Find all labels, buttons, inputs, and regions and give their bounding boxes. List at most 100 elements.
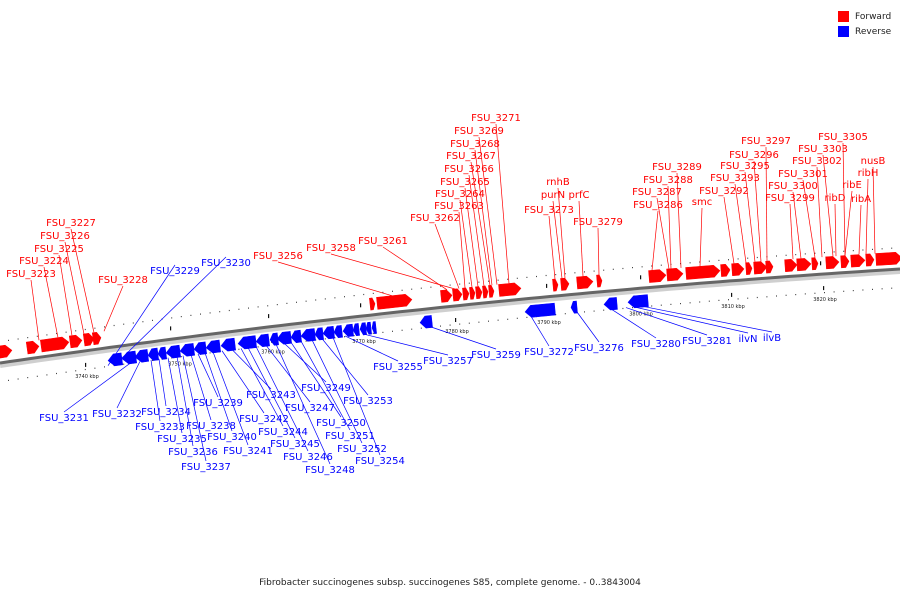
gene-label[interactable]: prfC	[569, 190, 590, 201]
gene-label[interactable]: FSU_3297	[741, 136, 791, 147]
forward-gene-arrow[interactable]	[875, 252, 900, 266]
gene-label[interactable]: FSU_3246	[283, 452, 333, 463]
forward-gene-arrow[interactable]	[666, 267, 684, 282]
reverse-gene-arrow[interactable]	[255, 333, 270, 348]
forward-gene-arrow[interactable]	[865, 253, 875, 267]
gene-label[interactable]: ribH	[858, 168, 879, 179]
gene-label[interactable]: FSU_3239	[193, 398, 243, 409]
gene-label[interactable]: FSU_3243	[246, 390, 296, 401]
reverse-gene-arrow[interactable]	[322, 326, 335, 340]
reverse-gene-arrow[interactable]	[300, 328, 316, 342]
forward-gene-arrow[interactable]	[40, 336, 70, 353]
reverse-gene-arrow[interactable]	[314, 327, 324, 341]
gene-label[interactable]: FSU_3271	[471, 113, 521, 124]
forward-gene-arrow[interactable]	[685, 264, 721, 280]
forward-gene-arrow[interactable]	[482, 285, 489, 299]
reverse-gene-arrow[interactable]	[419, 315, 433, 329]
forward-gene-arrow[interactable]	[25, 340, 40, 355]
reverse-gene-arrow[interactable]	[107, 352, 124, 367]
gene-label[interactable]: FSU_3259	[471, 350, 521, 361]
forward-gene-arrow[interactable]	[825, 256, 840, 270]
gene-label[interactable]: FSU_3232	[92, 409, 142, 420]
forward-gene-arrow[interactable]	[475, 286, 483, 300]
gene-label[interactable]: ribE	[842, 180, 862, 191]
forward-gene-arrow[interactable]	[765, 260, 774, 274]
gene-label[interactable]: FSU_3241	[223, 446, 273, 457]
gene-label[interactable]: FSU_3231	[39, 413, 89, 424]
gene-label[interactable]: FSU_3265	[440, 177, 490, 188]
reverse-gene-arrow[interactable]	[365, 321, 372, 335]
gene-label[interactable]: ribD	[825, 193, 846, 204]
gene-label[interactable]: FSU_3268	[450, 139, 500, 150]
gene-label[interactable]: FSU_3244	[258, 427, 308, 438]
gene-label[interactable]: FSU_3225	[34, 244, 84, 255]
reverse-gene-arrow[interactable]	[220, 337, 236, 352]
reverse-gene-arrow[interactable]	[333, 325, 343, 339]
gene-label[interactable]: FSU_3305	[818, 132, 868, 143]
gene-label[interactable]: FSU_3273	[524, 205, 574, 216]
gene-label[interactable]: FSU_3269	[454, 126, 504, 137]
forward-gene-arrow[interactable]	[369, 297, 376, 311]
reverse-gene-arrow[interactable]	[157, 346, 168, 360]
reverse-gene-arrow[interactable]	[524, 302, 556, 318]
forward-gene-arrow[interactable]	[731, 263, 745, 277]
forward-gene-arrow[interactable]	[850, 254, 866, 268]
gene-label[interactable]: FSU_3223	[6, 269, 56, 280]
gene-label[interactable]: FSU_3292	[699, 186, 749, 197]
gene-label[interactable]: FSU_3237	[181, 462, 231, 473]
gene-label[interactable]: FSU_3245	[270, 439, 320, 450]
gene-label[interactable]: FSU_3289	[652, 162, 702, 173]
forward-gene-arrow[interactable]	[596, 274, 603, 288]
reverse-gene-arrow[interactable]	[165, 344, 181, 359]
reverse-gene-arrow[interactable]	[359, 322, 367, 336]
reverse-gene-arrow[interactable]	[371, 321, 377, 334]
gene-label[interactable]: rnhB	[546, 177, 570, 188]
gene-label[interactable]: smc	[692, 197, 712, 208]
gene-label[interactable]: FSU_3280	[631, 339, 681, 350]
forward-gene-arrow[interactable]	[440, 289, 453, 303]
gene-label[interactable]: FSU_3236	[168, 447, 218, 458]
gene-label[interactable]: FSU_3248	[305, 465, 355, 476]
gene-label[interactable]: FSU_3252	[337, 444, 387, 455]
forward-gene-arrow[interactable]	[796, 258, 812, 272]
gene-label[interactable]: FSU_3242	[239, 414, 289, 425]
gene-label[interactable]: FSU_3234	[141, 407, 191, 418]
reverse-gene-arrow[interactable]	[237, 335, 257, 350]
gene-label[interactable]: FSU_3251	[325, 431, 375, 442]
reverse-gene-arrow[interactable]	[193, 341, 207, 355]
gene-label[interactable]: FSU_3253	[343, 396, 393, 407]
gene-label[interactable]: purN	[541, 190, 565, 201]
gene-label[interactable]: FSU_3279	[573, 217, 623, 228]
forward-gene-arrow[interactable]	[0, 344, 13, 359]
reverse-gene-arrow[interactable]	[603, 297, 618, 311]
reverse-gene-arrow[interactable]	[342, 323, 354, 337]
gene-label[interactable]: FSU_3233	[135, 422, 185, 433]
gene-label[interactable]: FSU_3228	[98, 275, 148, 286]
gene-label[interactable]: FSU_3303	[798, 144, 848, 155]
gene-label[interactable]: FSU_3266	[444, 164, 494, 175]
forward-gene-arrow[interactable]	[745, 262, 753, 275]
gene-label[interactable]: FSU_3262	[410, 213, 460, 224]
gene-label[interactable]: FSU_3300	[768, 181, 818, 192]
forward-gene-arrow[interactable]	[68, 334, 83, 349]
forward-gene-arrow[interactable]	[452, 288, 463, 302]
gene-label[interactable]: FSU_3261	[358, 236, 408, 247]
forward-gene-arrow[interactable]	[469, 286, 476, 300]
gene-label[interactable]: FSU_3264	[435, 189, 485, 200]
gene-label[interactable]: ilvB	[763, 333, 781, 344]
gene-label[interactable]: FSU_3226	[40, 231, 90, 242]
gene-label[interactable]: FSU_3272	[524, 347, 574, 358]
gene-label[interactable]: FSU_3258	[306, 243, 356, 254]
gene-label[interactable]: FSU_3267	[446, 151, 496, 162]
reverse-gene-arrow[interactable]	[134, 349, 150, 363]
reverse-gene-arrow[interactable]	[269, 332, 279, 346]
forward-gene-arrow[interactable]	[784, 259, 798, 273]
gene-label[interactable]: FSU_3254	[355, 456, 405, 467]
gene-label[interactable]: FSU_3293	[710, 173, 760, 184]
reverse-gene-arrow[interactable]	[290, 329, 302, 343]
gene-label[interactable]: FSU_3288	[643, 175, 693, 186]
gene-label[interactable]: FSU_3276	[574, 343, 624, 354]
gene-label[interactable]: FSU_3238	[186, 421, 236, 432]
gene-label[interactable]: FSU_3224	[19, 256, 69, 267]
forward-gene-arrow[interactable]	[376, 293, 413, 310]
